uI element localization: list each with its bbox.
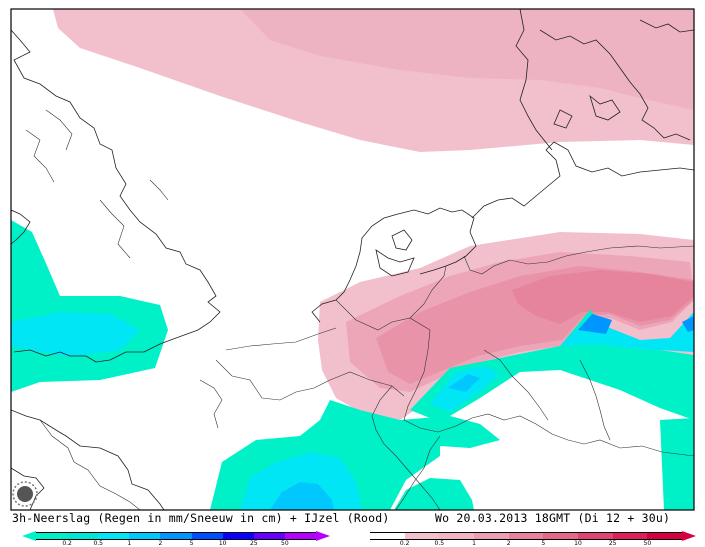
legend-precip-tick-label: 1 — [127, 540, 132, 547]
precip-field-east — [410, 310, 694, 510]
legend-precip-arrow-right — [316, 531, 330, 541]
precip-field-south — [210, 400, 500, 510]
map-caption-date: Wo 20.03.2013 18GMT (Di 12 + 30u) — [435, 511, 671, 525]
legend-ice-tick-label: 5 — [541, 540, 546, 547]
legend-precip-swatch — [67, 532, 99, 540]
legend-ice-swatch — [578, 532, 613, 540]
legend-precip-swatch — [36, 532, 68, 540]
legend-precip-tick-label: 50 — [281, 540, 289, 547]
legend-ice-swatch — [612, 532, 648, 540]
precip-field-west — [11, 220, 168, 392]
legend-ice-tick-label: 2 — [506, 540, 511, 547]
logo-dial-icon — [12, 481, 38, 507]
legend-ice-swatch — [439, 532, 474, 540]
map-caption-title: 3h-Neerslag (Regen in mm/Sneeuw in cm) +… — [12, 511, 390, 525]
legend-ice-swatch — [543, 532, 578, 540]
legend-precip-tick-label: 0.2 — [62, 540, 72, 547]
legend-ice-tick-label: 50 — [643, 540, 652, 547]
legend-precip-swatch — [191, 532, 223, 540]
legend-precip-tick-label: 5 — [189, 540, 194, 547]
legend-ice-swatch — [647, 532, 682, 540]
legend-precip-swatch — [160, 532, 192, 540]
legend-ice-tick-label: 0.2 — [399, 540, 410, 547]
legend-ice-arrow-left — [356, 531, 370, 541]
map-frame — [10, 8, 695, 511]
legend-ice-swatch — [508, 532, 544, 540]
legend-ice-swatch — [370, 532, 405, 540]
legend-precip-swatch — [253, 532, 285, 540]
legend-precip-tick-label: 0.5 — [93, 540, 103, 547]
legend-precip-tick-label: 25 — [249, 540, 258, 547]
legend-ice-tick-label: 25 — [608, 540, 617, 547]
legend-precip-swatch — [222, 532, 254, 540]
legend-precip-swatch — [129, 532, 161, 540]
legend-precipitation: 0.2 0.5 1 2 5 10 25 50 — [22, 528, 330, 547]
legend-precip-tick-label: 2 — [158, 540, 163, 547]
legend-precip-tick-label: 10 — [218, 540, 227, 547]
legend-ice-tick-label: 0.5 — [434, 540, 445, 547]
legend-precip-arrow-left — [22, 531, 36, 541]
legend-ice-arrow-right — [682, 531, 696, 541]
legend-ice-tick-label: 1 — [472, 540, 476, 547]
border-lines — [25, 109, 694, 510]
legend-precip-swatch — [284, 532, 316, 540]
legend-ice-swatch — [404, 532, 440, 540]
legend-precip-swatch — [98, 532, 130, 540]
legend-ice-swatch — [474, 532, 509, 540]
legend-ice: 0.2 0.5 1 2 5 10 25 50 — [356, 528, 696, 547]
ice-field-north — [53, 9, 694, 152]
legend-ice-tick-label: 10 — [574, 540, 582, 547]
